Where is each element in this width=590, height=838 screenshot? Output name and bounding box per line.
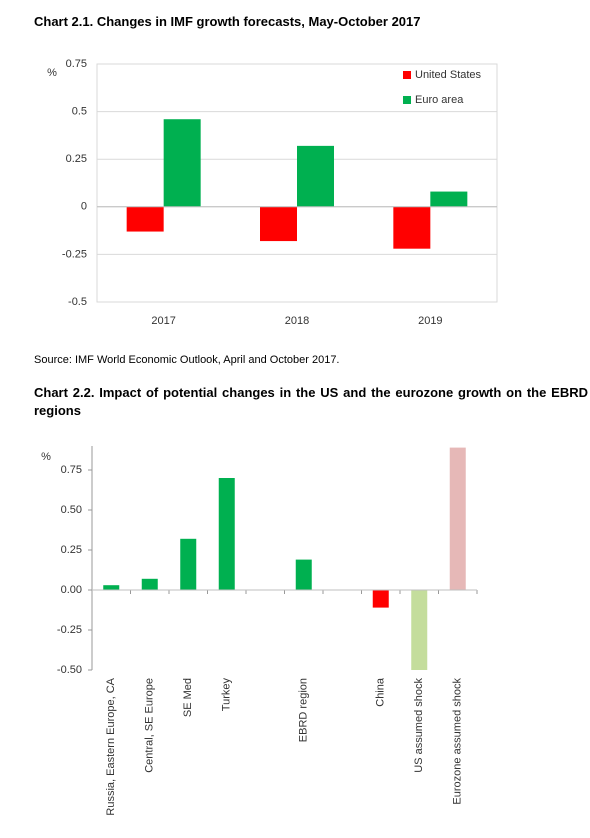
chart: % 0.75 0.5 0.25 0 -0.25 -0.5 2017 2018 2019 United… [47,58,498,327]
bar [430,191,468,207]
bar [297,145,334,207]
bar [260,206,297,242]
bar [411,590,428,670]
bar [372,590,389,608]
x-tick-label: China [375,677,387,707]
bar [449,447,466,590]
y-tick-label: -0.25 [62,248,87,260]
bar [393,206,431,249]
y-axis-label: % [41,451,51,463]
bar [218,478,235,590]
x-tick-label: SE Med [182,678,194,717]
x-tick-label: Russia, Eastern Europe, CA [105,677,117,815]
y-tick-label: 0.25 [61,544,82,556]
bar [180,538,197,590]
legend-swatch [403,96,411,104]
y-tick-label: 0.75 [61,464,82,476]
x-tick-label: Central, SE Europe [144,678,156,773]
chart-title: Chart 2.2. Impact of potential changes i… [34,385,588,418]
y-tick-label: -0.25 [57,624,82,636]
legend-swatch [403,71,411,79]
bar [295,559,312,590]
x-tick-label: EBRD region [298,678,310,742]
source-note: Source: IMF World Economic Outlook, Apri… [34,354,340,366]
y-tick-label: 0.25 [66,153,87,165]
y-tick-label: -0.50 [57,664,82,676]
chart-title: Chart 2.1. Changes in IMF growth forecas… [34,14,421,29]
x-tick-label: 2018 [285,315,309,327]
bar [141,578,158,590]
bar [126,206,164,232]
legend-label: United States [415,69,482,81]
x-tick-label: Eurozone assumed shock [452,678,464,805]
y-axis-label: % [47,67,57,79]
y-tick-label: 0.75 [66,58,87,70]
legend-label: Euro area [415,94,464,106]
bar [163,119,201,207]
x-tick-label: 2019 [418,315,442,327]
y-tick-label: -0.5 [68,296,87,308]
y-tick-label: 0.5 [72,106,87,118]
y-tick-label: 0 [81,201,87,213]
x-tick-label: 2017 [151,315,175,327]
x-tick-label: US assumed shock [413,678,425,773]
y-tick-label: 0.50 [61,504,82,516]
bar [103,585,120,590]
y-tick-label: 0.00 [61,584,82,596]
x-tick-label: Turkey [221,678,233,712]
